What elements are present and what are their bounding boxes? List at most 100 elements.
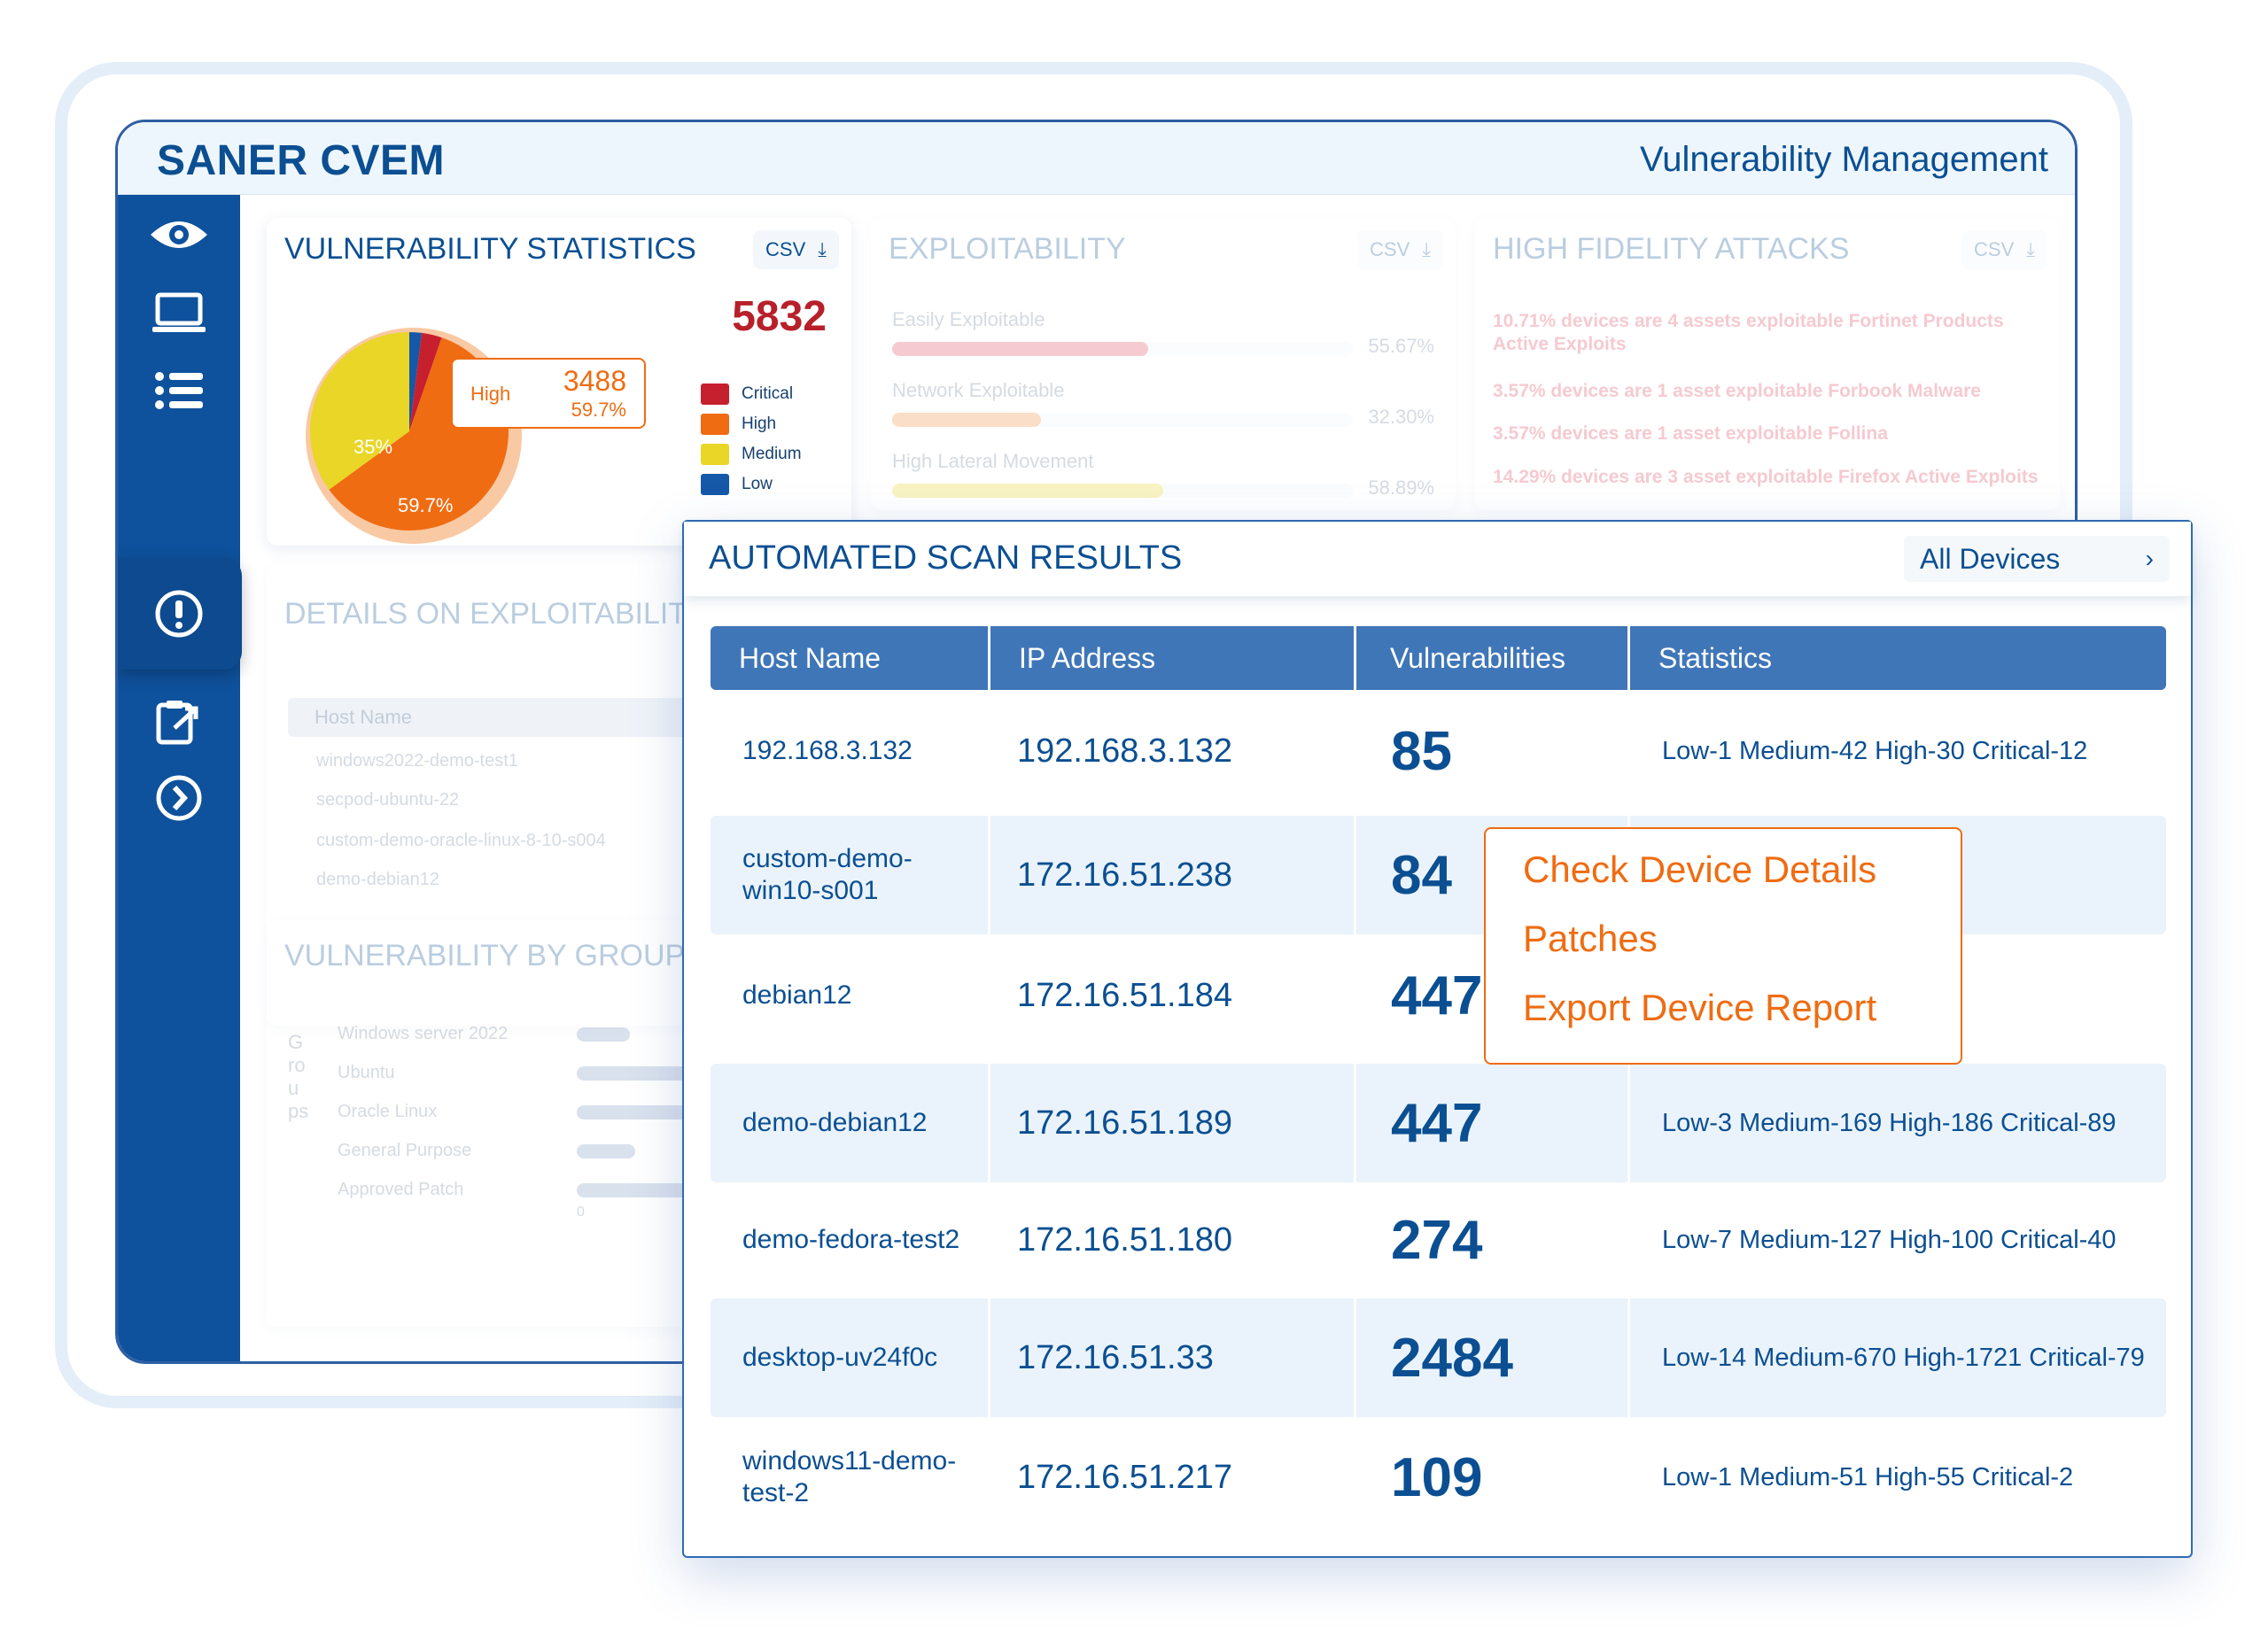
table-row[interactable]: demo-debian12 172.16.51.189 447 Low-3 Mediu… [711,1064,2166,1182]
menu-item-check-device-details[interactable]: Check Device Details [1523,848,1877,890]
bar-label: High Lateral Movement [892,450,1094,472]
menu-item-patches[interactable]: Patches [1523,918,1658,959]
csv-download-button[interactable]: CSV ⤓ [753,230,839,269]
csv-label: CSV [765,238,806,260]
ip-address-cell: 192.168.3.132 [1017,732,1233,770]
list-item[interactable]: demo-debian12 [316,870,439,889]
attack-item[interactable]: 3.57% devices are 1 asset exploitable Fo… [1493,423,1888,444]
bar-fill [892,484,1164,498]
statistics-cell: Low-1 Medium-42 High-30 Critical-12 [1662,737,2088,765]
table-row[interactable]: demo-fedora-test2 172.16.51.180 274 Low-7 M… [711,1181,2166,1299]
column-header-vulnerabilities[interactable]: Vulnerabilities [1390,642,1566,674]
bar-track [892,413,1353,427]
legend-swatch-low [701,474,729,495]
sidebar [118,195,242,1361]
statistics-cell: Low-3 Medium-169 High-186 Critical-89 [1662,1109,2117,1137]
csv-label: CSV [1370,238,1410,260]
tooltip-value: 3488 [563,365,626,397]
list-item[interactable]: custom-demo-oracle-linux-8-10-s004 [316,831,606,850]
vulnerability-count-cell: 84 [1391,844,1452,906]
legend-item: Medium [701,439,802,469]
vulnerability-statistics-card: VULNERABILITY STATISTICS CSV ⤓ 5832 35% … [267,218,851,546]
card-title: VULNERABILITY BY GROUP [284,939,686,972]
vulnerability-count-cell: 447 [1391,965,1483,1027]
column-divider [1354,816,1356,934]
host-name-cell: custom-demo-win10-s001 [742,844,913,905]
download-icon: ⤓ [818,238,827,260]
ip-address-cell: 172.16.51.33 [1017,1338,1214,1376]
card-title: DETAILS ON EXPLOITABILITY [284,597,707,631]
csv-download-button[interactable]: CSV ⤓ [1357,230,1443,269]
pie-slice-medium[interactable] [310,332,409,490]
tooltip-percent: 59.7% [571,399,626,421]
attack-item[interactable]: 3.57% devices are 1 asset exploitable Fo… [1493,381,1981,401]
laptop-icon[interactable] [148,282,210,344]
table-row[interactable]: desktop-uv24f0c 172.16.51.33 2484 Low-14 Me… [711,1298,2166,1417]
vulnerability-count-cell: 447 [1391,1092,1483,1154]
column-header-host[interactable]: Host Name [739,642,882,674]
ip-address-cell: 172.16.51.189 [1017,1104,1233,1142]
list-icon[interactable] [148,360,210,422]
host-name-cell: demo-debian12 [742,1108,928,1137]
attack-item[interactable]: 14.29% devices are 3 asset exploitable F… [1493,467,2039,487]
app-subtitle: Vulnerability Management [1640,140,2048,179]
alert-icon[interactable] [148,583,210,645]
clipboard-export-icon[interactable] [148,691,210,753]
group-label: Ubuntu [338,1063,395,1082]
attack-item[interactable]: 10.71% devices are 4 assets exploitable … [1493,311,2004,354]
chevron-circle-icon[interactable] [148,767,210,829]
table-row[interactable]: windows11-demo-test-2 172.16.51.217 109 Low… [711,1418,2166,1537]
vulnerability-count-cell: 2484 [1391,1327,1513,1389]
column-divider [1354,1181,1356,1299]
device-filter-value: All Devices [1920,543,2061,575]
eye-icon[interactable] [148,204,210,266]
column-divider [1627,1298,1630,1417]
card-title: VULNERABILITY STATISTICS [284,232,696,266]
csv-download-button[interactable]: CSV ⤓ [1961,230,2047,269]
host-name-cell: windows11-demo-test-2 [742,1446,957,1507]
column-divider [988,1418,990,1537]
column-header-ip[interactable]: IP Address [1019,642,1156,674]
vulnerability-count-cell: 274 [1391,1209,1483,1271]
column-divider [1627,626,1630,690]
list-item[interactable]: windows2022-demo-test1 [316,751,518,771]
pie-slice-critical[interactable] [409,332,442,431]
ip-address-cell: 172.16.51.238 [1017,856,1233,894]
column-divider [1354,692,1356,810]
bar-label: Network Exploitable [892,379,1065,401]
legend-swatch-medium [701,444,729,465]
group-label: Oracle Linux [338,1102,438,1121]
pie-label-high: 59.7% [398,494,453,516]
menu-item-export-device-report[interactable]: Export Device Report [1523,987,1877,1028]
bar-fill [892,413,1041,427]
column-divider [1354,936,1356,1055]
statistics-cell: Low-14 Medium-670 High-1721 Critical-79 [1662,1344,2145,1372]
legend-item: High [701,409,802,439]
column-divider [1354,1064,1356,1182]
statistics-cell: Low-1 Medium-51 High-55 Critical-2 [1662,1463,2074,1491]
column-divider [988,626,990,690]
statistics-cell: Low-7 Medium-127 High-100 Critical-40 [1662,1226,2117,1254]
column-divider [988,1298,990,1417]
legend-item: Critical [701,379,802,409]
legend-swatch-high [701,414,729,435]
column-divider [988,692,990,810]
legend-label: High [742,414,777,433]
table-row[interactable]: 192.168.3.132 192.168.3.132 85 Low-1 Medium… [711,692,2166,810]
host-name-cell: 192.168.3.132 [742,736,913,765]
column-header-statistics[interactable]: Statistics [1658,642,1773,674]
device-filter-dropdown[interactable]: All Devices › [1904,536,2170,582]
legend-label: Low [742,475,773,493]
bar-percent: 58.89% [1368,476,1434,499]
severity-legend: Critical High Medium Low [701,379,802,500]
high-fidelity-attacks-card: HIGH FIDELITY ATTACKS CSV ⤓ 10.71% device… [1475,218,2060,510]
group-axis-label: Groups [288,1031,309,1122]
vulnerability-count-cell: 85 [1391,720,1452,782]
tooltip-label: High [470,383,511,405]
chevron-right-icon: › [2145,545,2154,572]
list-item[interactable]: secpod-ubuntu-22 [316,790,460,810]
scan-header: AUTOMATED SCAN RESULTS All Devices › [684,522,2191,596]
ip-address-cell: 172.16.51.217 [1017,1458,1233,1496]
legend-swatch-critical [701,384,729,405]
pie-slice-low[interactable] [409,332,423,431]
